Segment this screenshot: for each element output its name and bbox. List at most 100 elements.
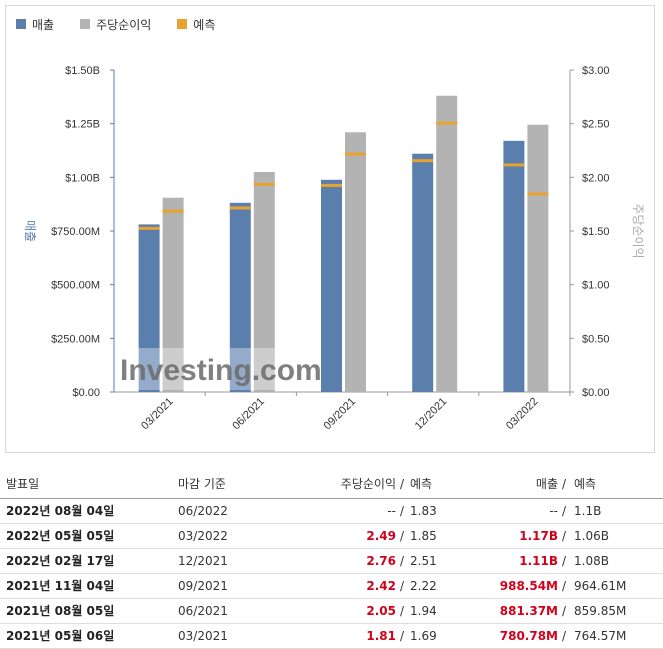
left-axis-title: 매출	[23, 220, 37, 242]
row-eps: 2.49	[366, 529, 396, 543]
row-slash: /	[400, 554, 405, 568]
right-tick-label: $3.00	[582, 65, 610, 77]
left-tick-label: $500.00M	[51, 280, 100, 292]
left-tick-label: $750.00M	[51, 226, 100, 238]
x-tick-label: 06/2021	[230, 396, 267, 433]
row-eps: --	[387, 504, 396, 518]
row-revenue: 1.11B	[519, 554, 558, 568]
row-revenue-forecast: 1.1B	[574, 504, 602, 518]
row-period: 09/2021	[178, 579, 228, 593]
revenue-forecast-marker	[503, 163, 525, 167]
revenue-forecast-marker	[229, 206, 251, 210]
row-revenue: 1.17B	[519, 529, 558, 543]
header-eps-forecast[interactable]: 예측	[410, 477, 433, 491]
header-slash: /	[562, 477, 567, 491]
header-revenue-forecast[interactable]: 예측	[574, 477, 597, 491]
table-header: 발표일 마감 기준 주당순이익 / 예측 매출 / 예측	[0, 470, 663, 499]
revenue-bar	[321, 179, 342, 392]
legend-swatch-forecast	[177, 19, 188, 29]
table-body: 2022년 08월 04일 06/2022 --/1.83 --/1.1B 2022년 …	[0, 499, 663, 649]
legend-item-forecast[interactable]: 예측	[177, 16, 215, 32]
revenue-forecast-marker	[321, 183, 342, 187]
legend-label-eps: 주당순이익	[96, 17, 152, 32]
row-eps: 2.05	[366, 604, 396, 618]
left-tick-label: $1.25B	[65, 119, 100, 131]
x-tick-label: 03/2021	[139, 396, 176, 433]
revenue-bar	[229, 202, 251, 392]
table-row: 2022년 02월 17일 12/2021 2.76 / 2.51 1.11B / 1.08B	[0, 549, 663, 574]
right-tick-label: $1.50	[582, 226, 610, 238]
left-tick-label: $1.50B	[65, 65, 100, 77]
header-date[interactable]: 발표일	[6, 477, 40, 491]
table-row: 2022년 05월 05일 03/2022 2.49 / 1.85 1.17B / 1.06B	[0, 524, 663, 549]
revenue-bar	[138, 224, 160, 392]
row-period: 03/2021	[178, 629, 228, 643]
row-eps: 2.76	[366, 554, 396, 568]
row-eps-forecast: 1.69	[410, 629, 437, 643]
row-slash: /	[400, 579, 405, 593]
eps-bar	[162, 197, 184, 392]
row-slash: /	[562, 529, 567, 543]
legend-item-eps[interactable]: 주당순이익	[80, 16, 151, 32]
row-revenue: 881.37M	[499, 604, 558, 618]
eps-forecast-marker	[436, 121, 458, 125]
earnings-table: 발표일 마감 기준 주당순이익 / 예측 매출 / 예측 2022년 08월 0…	[0, 470, 663, 649]
row-eps: 2.42	[366, 579, 396, 593]
row-period: 12/2021	[178, 554, 228, 568]
legend-label-forecast: 예측	[193, 17, 216, 32]
row-revenue: --	[549, 504, 558, 518]
row-slash: /	[562, 629, 567, 643]
eps-forecast-marker	[527, 192, 549, 196]
row-revenue-forecast: 1.06B	[574, 529, 609, 543]
row-revenue-forecast: 964.61M	[574, 579, 627, 593]
row-date: 2021년 05월 06일	[6, 629, 115, 643]
row-slash: /	[562, 579, 567, 593]
row-period: 06/2022	[178, 504, 228, 518]
right-tick-label: $1.00	[582, 280, 610, 292]
x-tick-label: 09/2021	[322, 396, 359, 433]
chart-legend: 매출 주당순이익 예측	[16, 16, 215, 32]
header-eps[interactable]: 주당순이익	[340, 477, 396, 491]
eps-bar	[527, 124, 549, 393]
table-row: 2022년 08월 04일 06/2022 -- / 1.83 -- / 1.1B	[0, 499, 663, 524]
left-tick-label: $250.00M	[51, 333, 100, 345]
investing-watermark: Investing.com	[120, 354, 322, 387]
row-slash: /	[562, 604, 567, 618]
row-eps-forecast: 2.51	[410, 554, 437, 568]
right-tick-label: $2.00	[582, 172, 610, 184]
eps-bar	[253, 171, 275, 392]
right-tick-label: $0.00	[582, 387, 610, 399]
row-eps-forecast: 1.85	[410, 529, 437, 543]
row-eps-forecast: 1.94	[410, 604, 437, 618]
x-tick-label: 03/2022	[504, 396, 541, 433]
table-row: 2021년 08월 05일 06/2021 2.05 / 1.94 881.37M / 859…	[0, 599, 663, 624]
row-revenue: 988.54M	[499, 579, 558, 593]
legend-item-revenue[interactable]: 매출	[16, 16, 54, 32]
row-date: 2021년 11월 04일	[6, 579, 115, 593]
row-revenue-forecast: 764.57M	[574, 629, 627, 643]
header-slash: /	[400, 477, 405, 491]
revenue-forecast-marker	[412, 159, 434, 163]
legend-swatch-revenue	[16, 19, 26, 29]
row-revenue-forecast: 1.08B	[574, 554, 609, 568]
left-tick-label: $0.00	[72, 387, 100, 399]
header-period[interactable]: 마감 기준	[178, 477, 226, 491]
eps-forecast-marker	[345, 152, 366, 156]
row-period: 06/2021	[178, 604, 228, 618]
row-revenue-forecast: 859.85M	[574, 604, 627, 618]
header-revenue[interactable]: 매출	[535, 477, 558, 491]
eps-forecast-marker	[253, 182, 275, 186]
row-slash: /	[400, 604, 405, 618]
row-slash: /	[400, 529, 405, 543]
row-date: 2022년 08월 04일	[6, 504, 115, 518]
row-slash: /	[400, 629, 405, 643]
eps-bar	[436, 95, 458, 392]
right-tick-label: $0.50	[582, 333, 610, 345]
legend-swatch-eps	[80, 19, 91, 29]
row-slash: /	[400, 504, 405, 518]
legend-label-revenue: 매출	[32, 17, 55, 32]
right-tick-label: $2.50	[582, 119, 610, 131]
row-date: 2022년 02월 17일	[6, 554, 115, 568]
row-eps: 1.81	[366, 629, 396, 643]
row-revenue: 780.78M	[499, 629, 558, 643]
